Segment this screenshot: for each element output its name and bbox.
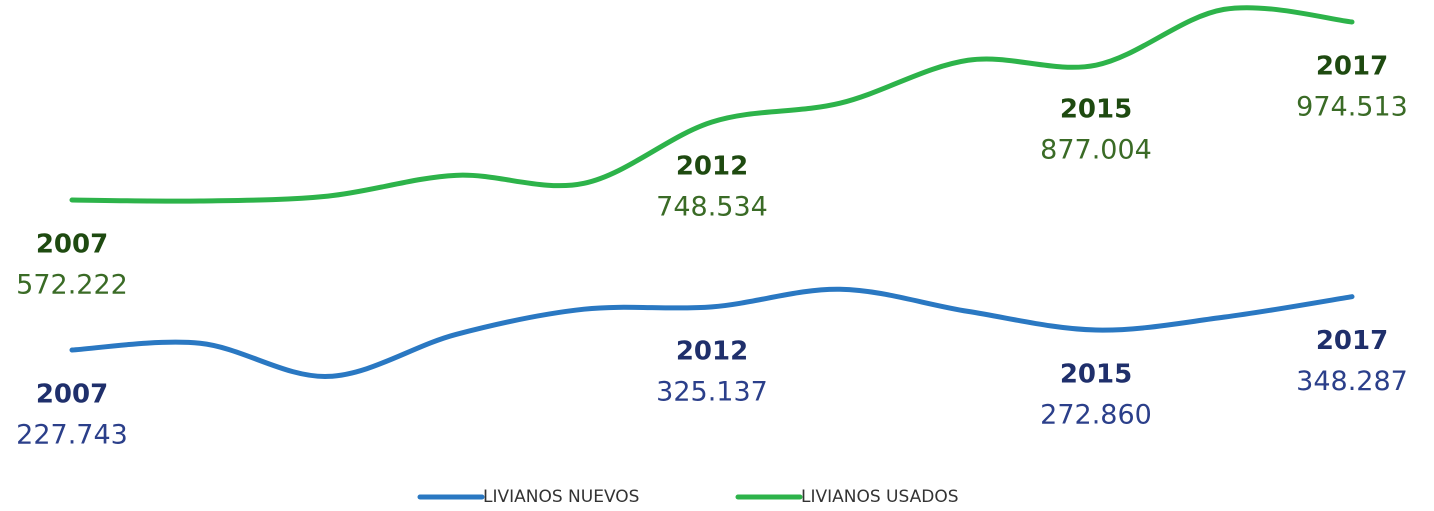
data-label: 348.287 xyxy=(1296,366,1408,397)
legend-label: LIVIANOS USADOS xyxy=(801,487,959,507)
data-label: 325.137 xyxy=(656,376,768,407)
year-label: 2007 xyxy=(36,230,108,260)
year-label: 2012 xyxy=(676,151,748,181)
data-label: 272.860 xyxy=(1040,400,1152,431)
year-label: 2012 xyxy=(676,336,748,366)
series-line xyxy=(69,5,1355,204)
year-label: 2015 xyxy=(1060,95,1132,125)
year-label: 2007 xyxy=(36,380,108,410)
data-label: 748.534 xyxy=(656,191,768,222)
series-line xyxy=(69,286,1355,379)
year-label: 2015 xyxy=(1060,360,1132,390)
data-label: 974.513 xyxy=(1296,91,1408,122)
year-label: 2017 xyxy=(1316,326,1388,356)
data-label: 572.222 xyxy=(16,270,128,301)
data-label: 227.743 xyxy=(16,420,128,451)
legend-label: LIVIANOS NUEVOS xyxy=(483,487,639,507)
data-label: 877.004 xyxy=(1040,135,1152,166)
year-label: 2017 xyxy=(1316,51,1388,81)
